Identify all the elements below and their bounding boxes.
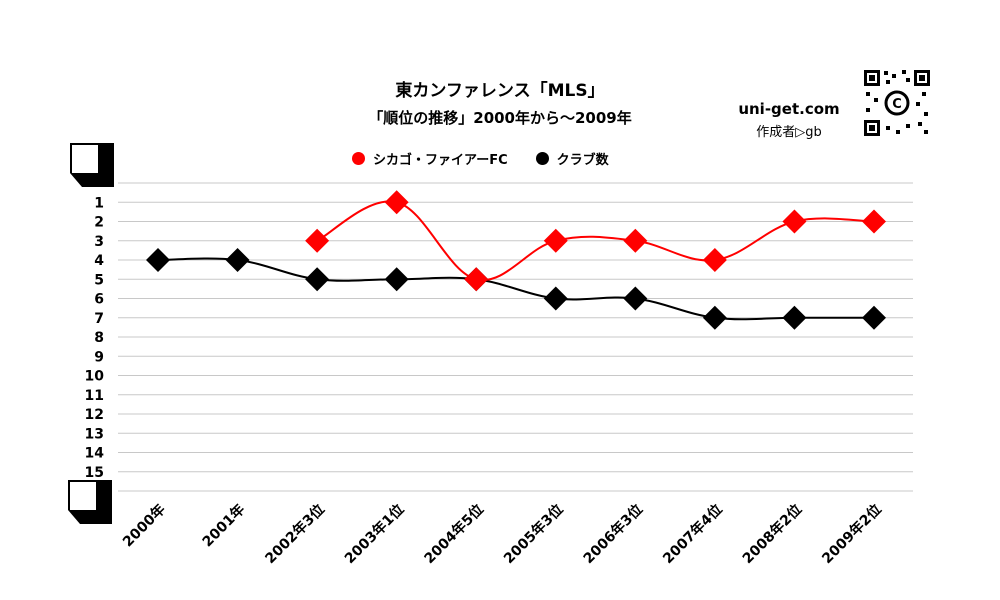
author-credit: 作成者▷gb <box>756 125 822 140</box>
legend-item-clubs: クラブ数 <box>535 149 609 168</box>
data-point-chicago <box>305 228 330 253</box>
series-line-chicago <box>316 200 875 282</box>
x-tick-label: 2007年4位 <box>659 501 725 567</box>
y-tick-label: 13 <box>85 426 104 442</box>
data-point-chicago <box>384 190 409 215</box>
chart-subtitle: 「順位の推移」2000年から～2009年 <box>368 109 632 127</box>
series-line-clubs <box>157 257 874 321</box>
y-tick-label: 1 <box>94 195 104 211</box>
x-tick-label: 2002年3位 <box>262 501 328 567</box>
x-tick-label: 2008年2位 <box>739 501 805 567</box>
data-point-clubs <box>384 267 409 292</box>
data-series <box>146 190 886 330</box>
corner-block-2 <box>68 480 112 524</box>
data-point-clubs <box>543 286 568 311</box>
x-tick-label: 2001年 <box>199 501 248 550</box>
y-tick-label: 12 <box>85 407 104 423</box>
x-tick-label: 2000年 <box>119 501 168 550</box>
legend-marker-chicago <box>352 151 365 165</box>
legend-item-chicago: シカゴ・ファイアーFC <box>352 149 508 168</box>
data-point-clubs <box>782 305 807 330</box>
data-point-clubs <box>225 248 250 272</box>
y-tick-label: 9 <box>94 349 104 365</box>
data-point-chicago <box>782 209 807 234</box>
y-tick-label: 5 <box>94 272 104 288</box>
legend: シカゴ・ファイアーFC クラブ数 <box>352 148 637 168</box>
y-tick-label: 11 <box>85 388 104 404</box>
x-axis-ticks: 2000年 2001年 2002年3位 2003年1位 2004年5位 2005年3位 20… <box>119 501 884 567</box>
y-tick-label: 4 <box>94 253 104 269</box>
x-tick-label: 2003年1位 <box>341 501 407 567</box>
data-point-clubs <box>623 286 648 311</box>
y-tick-label: 7 <box>94 311 104 327</box>
chart-title: 東カンファレンス「MLS」 <box>395 81 605 101</box>
grid-lines <box>118 182 913 492</box>
data-point-clubs <box>702 305 727 330</box>
y-tick-label: 15 <box>85 465 104 481</box>
x-tick-label: 2009年2位 <box>819 501 885 567</box>
legend-label-clubs: クラブ数 <box>556 152 609 168</box>
y-tick-label: 8 <box>94 330 104 346</box>
data-point-chicago <box>623 228 648 253</box>
axis-decoration <box>68 143 114 524</box>
y-tick-label: 6 <box>94 292 104 308</box>
x-tick-label: 2005年3位 <box>500 501 566 567</box>
svg-text:C: C <box>892 97 902 112</box>
x-tick-label: 2006年3位 <box>580 501 646 567</box>
data-point-clubs <box>862 305 886 330</box>
data-point-chicago <box>543 228 568 253</box>
corner-block-1 <box>70 143 114 187</box>
data-point-clubs <box>305 267 330 292</box>
data-point-chicago <box>862 209 886 234</box>
legend-marker-clubs <box>535 151 549 165</box>
legend-label-chicago: シカゴ・ファイアーFC <box>373 152 508 168</box>
qr-code-icon: C <box>862 68 932 138</box>
y-tick-label: 2 <box>94 215 104 231</box>
y-tick-label: 14 <box>85 446 105 462</box>
data-point-clubs <box>146 248 170 272</box>
data-point-chicago <box>464 267 489 292</box>
site-name: uni-get.com <box>738 100 840 118</box>
y-tick-label: 3 <box>94 234 104 250</box>
y-tick-label: 10 <box>85 369 105 385</box>
x-tick-label: 2004年5位 <box>421 501 487 567</box>
data-point-chicago <box>702 248 727 272</box>
